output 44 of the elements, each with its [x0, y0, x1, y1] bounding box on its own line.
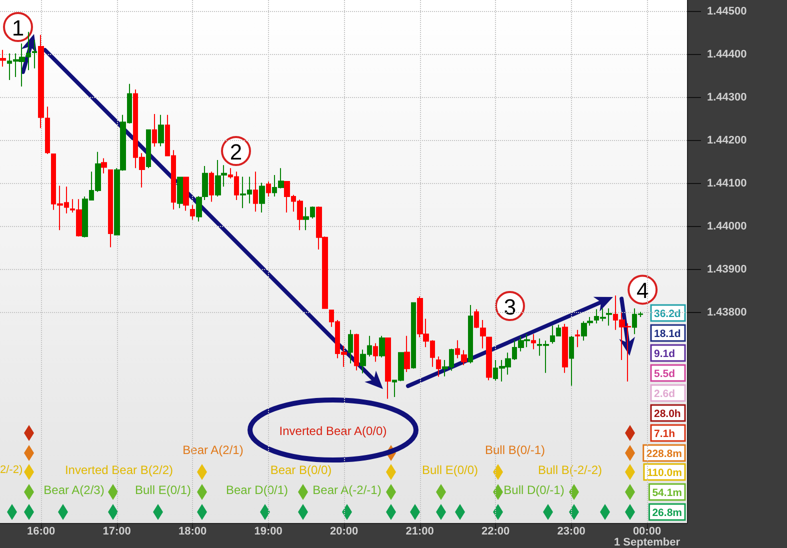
- annotation: Bear A(-2/-1): [312, 483, 382, 497]
- annotation: 7.1h: [654, 428, 676, 440]
- annotation: Bull E(0/1): [134, 483, 192, 497]
- annotation: Bull B(-2/-2): [538, 463, 602, 477]
- y-tick-label: 1.44300: [707, 92, 747, 104]
- y-tick-label: 1.44500: [707, 6, 747, 18]
- annotation: 2: [230, 140, 242, 164]
- y-tick-label: 1.43900: [707, 264, 747, 276]
- annotation: 3: [504, 294, 516, 320]
- annotation: Bull B(0/-1): [484, 443, 546, 457]
- y-tick-label: 1.44200: [707, 134, 747, 147]
- annotation: 18.1d: [654, 328, 681, 340]
- x-tick-label: 00:00 1 September: [614, 526, 681, 548]
- y-tick-label: 1.44100: [707, 178, 747, 190]
- annotation: 1: [12, 16, 24, 40]
- annotation: Bear D(0/1): [226, 483, 288, 497]
- x-tick-label: 20:00: [330, 526, 358, 538]
- annotation: 28.0h: [654, 408, 681, 420]
- annotation: 2.6d: [654, 388, 676, 400]
- x-tick-label: 21:00: [406, 526, 434, 538]
- annotation: Bear A(2/3): [44, 483, 104, 497]
- y-tick-label: 1.44400: [707, 48, 747, 61]
- annotation: 54.1m: [652, 487, 682, 499]
- annotation: 26.8m: [652, 507, 682, 519]
- annotation: 110.0m: [646, 467, 682, 479]
- x-tick-label: 16:00: [26, 526, 56, 538]
- annotation: 4: [636, 278, 649, 304]
- annotation: Bear B(0/0): [270, 463, 332, 477]
- annotation: Bull E(0/0): [422, 463, 478, 477]
- annotation: Inverted Bear A(0/0): [279, 424, 387, 438]
- x-tick-label: 22:00: [481, 526, 510, 538]
- annotation: 5.5d: [654, 368, 676, 380]
- x-tick-label: 19:00: [254, 526, 282, 538]
- x-tick-label: 18:00: [178, 526, 207, 538]
- annotation: 2/-2): [0, 464, 23, 476]
- y-tick-label: 1.43800: [707, 306, 747, 319]
- annotation: Bear A(2/1): [182, 443, 244, 457]
- annotation: 228.8m: [646, 448, 682, 460]
- annotation: Bull D(0/-1): [504, 483, 564, 497]
- x-tick-label: 23:00: [557, 526, 586, 538]
- x-tick-label: 17:00: [102, 526, 131, 538]
- annotation: 9.1d: [654, 348, 676, 360]
- annotation: Inverted Bear B(2/2): [64, 463, 174, 477]
- y-tick-label: 1.44000: [707, 220, 747, 233]
